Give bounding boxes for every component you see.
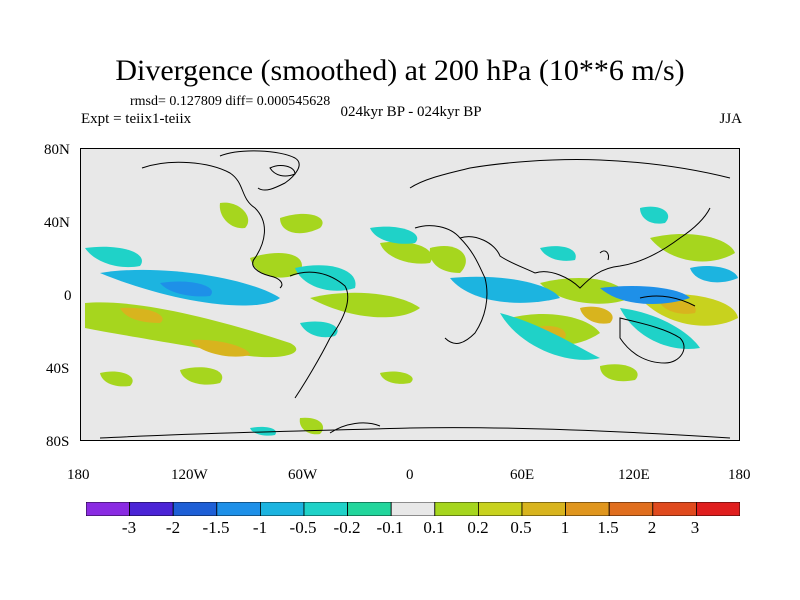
period-label: 024kyr BP - 024kyr BP bbox=[340, 104, 482, 120]
colorbar-swatch bbox=[521, 502, 566, 516]
lon-tick-60w: 60W bbox=[288, 467, 318, 483]
colorbar-label: 3 bbox=[690, 518, 700, 537]
colorbar-label: -0.5 bbox=[289, 518, 317, 537]
stats-label: rmsd= 0.127809 diff= 0.000545628 bbox=[130, 94, 331, 109]
colorbar-swatch bbox=[216, 502, 261, 516]
lat-tick-80s: 80S bbox=[46, 434, 70, 450]
lat-tick-0: 0 bbox=[64, 288, 72, 304]
divergence-map bbox=[80, 148, 740, 441]
colorbar-label: 0.5 bbox=[510, 518, 532, 537]
colorbar-swatch bbox=[434, 502, 479, 516]
colorbar-swatch bbox=[390, 502, 436, 516]
lon-tick-180w: 180 bbox=[67, 467, 90, 483]
experiment-label: Expt = teiix1-teiix bbox=[81, 111, 192, 127]
colorbar-swatch bbox=[129, 502, 174, 516]
colorbar-swatch bbox=[608, 502, 654, 516]
lon-tick-60e: 60E bbox=[510, 467, 535, 483]
colorbar-swatch bbox=[259, 502, 305, 516]
colorbar-label: -1 bbox=[252, 518, 268, 537]
colorbar-swatch bbox=[565, 502, 610, 516]
lat-tick-40n: 40N bbox=[44, 215, 70, 231]
colorbar-label: -0.2 bbox=[333, 518, 361, 537]
colorbar-swatch bbox=[303, 502, 348, 516]
colorbar-swatch bbox=[652, 502, 697, 516]
lat-tick-80n: 80N bbox=[44, 142, 70, 158]
colorbar-label: 0.1 bbox=[423, 518, 445, 537]
lon-tick-120e: 120E bbox=[618, 467, 650, 483]
lon-tick-180e: 180 bbox=[728, 467, 751, 483]
chart-title: Divergence (smoothed) at 200 hPa (10**6 … bbox=[115, 54, 685, 87]
colorbar-swatch bbox=[172, 502, 218, 516]
season-label: JJA bbox=[719, 111, 742, 127]
colorbar-label: -0.1 bbox=[376, 518, 404, 537]
positive-divergence-regions bbox=[85, 202, 738, 387]
lat-tick-40s: 40S bbox=[46, 361, 70, 377]
colorbar-swatch bbox=[477, 502, 523, 516]
colorbar-label: -2 bbox=[165, 518, 181, 537]
lon-tick-120w: 120W bbox=[171, 467, 208, 483]
colorbar-label: 1 bbox=[560, 518, 570, 537]
colorbar-label: 2 bbox=[647, 518, 657, 537]
colorbar-label: -3 bbox=[121, 518, 137, 537]
coastlines bbox=[99, 150, 731, 439]
colorbar-swatch bbox=[696, 502, 740, 516]
lon-tick-0: 0 bbox=[406, 467, 414, 483]
colorbar-swatch bbox=[347, 502, 392, 516]
colorbar-label: -1.5 bbox=[202, 518, 230, 537]
map-border bbox=[80, 148, 740, 441]
colorbar-label: 1.5 bbox=[597, 518, 619, 537]
colorbar-label: 0.2 bbox=[467, 518, 489, 537]
colorbar-swatch bbox=[86, 502, 130, 516]
colorbar bbox=[86, 502, 740, 516]
